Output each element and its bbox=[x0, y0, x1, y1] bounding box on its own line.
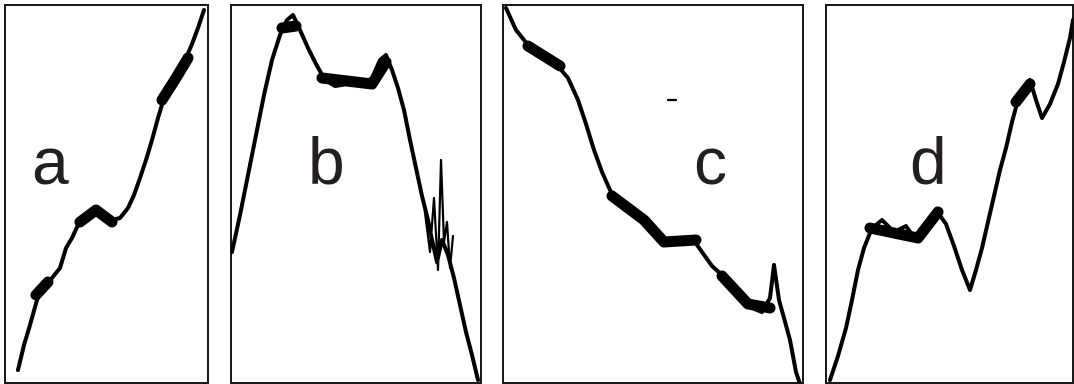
panel-d-trace bbox=[828, 18, 1073, 382]
panel-a-trace bbox=[16, 8, 206, 372]
panel-b: b bbox=[230, 4, 482, 384]
panel-a: a bbox=[4, 4, 209, 384]
panel-b-trace-blob bbox=[276, 20, 392, 90]
panel-a-label: a bbox=[32, 124, 69, 198]
panel-d-trace-blob bbox=[864, 78, 1036, 244]
panel-a-frame bbox=[4, 4, 209, 384]
panel-d-trace-line bbox=[828, 18, 1073, 382]
panel-d-frame bbox=[825, 4, 1074, 384]
panel-d-label: d bbox=[910, 124, 947, 198]
panel-a-trace-blob bbox=[30, 52, 194, 301]
panel-d: d bbox=[825, 4, 1074, 384]
panel-b-trace bbox=[231, 13, 480, 382]
panel-c: c bbox=[502, 4, 804, 384]
panel-c-trace-blob bbox=[522, 40, 776, 314]
panel-b-frame bbox=[230, 4, 482, 384]
panel-c-trace bbox=[504, 6, 802, 383]
panel-b-label: b bbox=[308, 124, 345, 198]
panel-b-trace-line bbox=[231, 13, 480, 382]
panel-c-label: c bbox=[694, 124, 727, 198]
panel-b-trace-noise bbox=[422, 158, 455, 272]
